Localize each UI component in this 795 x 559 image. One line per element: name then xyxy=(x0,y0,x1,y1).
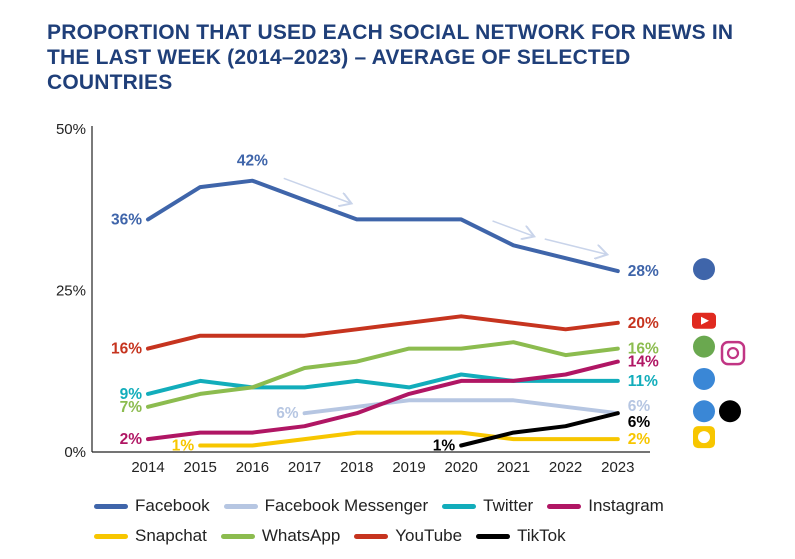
twitter-icon xyxy=(693,367,715,390)
series-line-youtube xyxy=(146,314,620,351)
data-label: 6% xyxy=(628,414,651,431)
snapchat-icon xyxy=(693,426,715,449)
legend-label: Instagram xyxy=(588,496,664,515)
line-chart: 0% 25% 50% 2014 2015 2016 2017 2018 2019 2020 202… xyxy=(56,121,746,476)
x-tick-label: 2023 xyxy=(601,459,634,476)
legend-item: TikTok xyxy=(476,524,566,548)
legend-label: Facebook xyxy=(135,496,210,515)
series-line-twitter xyxy=(146,372,620,396)
data-label: 28% xyxy=(628,263,659,280)
legend-swatch xyxy=(442,503,477,509)
legend-item: YouTube xyxy=(354,524,462,548)
x-tick-label: 2014 xyxy=(131,459,164,476)
data-label: 7% xyxy=(120,399,143,416)
legend-swatch xyxy=(94,533,128,539)
series-line-tiktok xyxy=(459,411,620,448)
data-label: 42% xyxy=(237,153,268,170)
x-tick-label: 2022 xyxy=(549,459,582,476)
legend-swatch xyxy=(223,503,258,509)
series-line-instagram xyxy=(146,359,620,442)
series-line-facebook-messenger xyxy=(302,398,620,416)
legend-label: Snapchat xyxy=(135,526,207,545)
x-tick-label: 2018 xyxy=(340,459,373,476)
data-label: 11% xyxy=(628,373,658,390)
whatsapp-icon xyxy=(693,335,715,358)
youtube-icon xyxy=(692,312,716,329)
x-tick-label: 2021 xyxy=(497,459,530,476)
data-label: 1% xyxy=(172,438,195,455)
legend-swatch xyxy=(547,503,582,509)
legend-item: WhatsApp xyxy=(220,524,341,548)
legend-swatch xyxy=(354,533,389,539)
trend-arrow xyxy=(283,177,352,203)
legend-item: Snapchat xyxy=(94,524,207,548)
messenger-icon xyxy=(693,400,715,423)
data-label: 2% xyxy=(628,431,651,448)
legend-label: TikTok xyxy=(517,526,566,545)
data-label: 36% xyxy=(111,211,142,228)
legend-label: YouTube xyxy=(395,526,463,545)
legend-label: Facebook Messenger xyxy=(264,496,429,515)
legend-label: WhatsApp xyxy=(261,526,341,545)
y-tick-label: 0% xyxy=(64,444,86,461)
tiktok-icon xyxy=(719,400,741,423)
series-line-facebook xyxy=(146,178,620,274)
data-label: 9% xyxy=(120,386,143,403)
trend-arrow xyxy=(544,238,608,255)
data-label: 6% xyxy=(276,405,299,422)
x-tick-label: 2020 xyxy=(445,459,478,476)
instagram-icon xyxy=(720,340,746,366)
data-label: 14% xyxy=(628,354,659,371)
data-label: 20% xyxy=(628,315,659,332)
facebook-icon xyxy=(693,258,715,281)
series-line-whatsapp xyxy=(146,340,620,409)
legend-swatch xyxy=(94,503,128,509)
x-tick-label: 2016 xyxy=(236,459,269,476)
legend-item: Facebook Messenger xyxy=(223,494,429,518)
x-tick-label: 2017 xyxy=(288,459,321,476)
data-label: 2% xyxy=(120,431,143,448)
y-tick-label: 25% xyxy=(56,283,86,300)
trend-arrow xyxy=(492,220,535,237)
legend-swatch xyxy=(220,533,255,539)
data-label: 16% xyxy=(628,341,659,358)
legend-item: Facebook xyxy=(94,494,210,518)
data-label: 16% xyxy=(111,341,142,358)
x-tick-label: 2019 xyxy=(392,459,425,476)
legend-item: Twitter xyxy=(442,494,533,518)
series-line-snapchat xyxy=(198,430,620,448)
legend-label: Twitter xyxy=(483,496,534,515)
legend-item: Instagram xyxy=(547,494,664,518)
data-label: 1% xyxy=(433,438,456,455)
x-tick-label: 2015 xyxy=(184,459,217,476)
legend-swatch xyxy=(476,533,511,539)
chart-title: PROPORTION THAT USED EACH SOCIAL NETWORK… xyxy=(47,21,734,94)
data-label: 6% xyxy=(628,398,651,415)
y-tick-label: 50% xyxy=(56,121,86,138)
chart-legend: Facebook Facebook Messenger Twitter Instagr… xyxy=(94,494,754,548)
